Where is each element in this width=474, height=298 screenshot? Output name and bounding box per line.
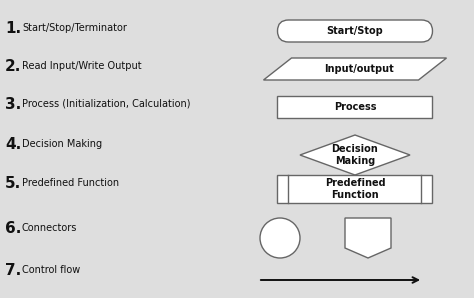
Text: Process (Initialization, Calculation): Process (Initialization, Calculation) [22, 99, 191, 109]
Polygon shape [345, 218, 391, 258]
Text: 1.: 1. [5, 21, 21, 36]
FancyBboxPatch shape [277, 20, 432, 42]
Text: 3.: 3. [5, 97, 21, 112]
Polygon shape [300, 135, 410, 175]
Text: 2.: 2. [5, 59, 21, 74]
Text: 5.: 5. [5, 176, 21, 191]
Text: Connectors: Connectors [22, 223, 77, 233]
Text: Predefined Function: Predefined Function [22, 178, 119, 188]
Text: Read Input/Write Output: Read Input/Write Output [22, 61, 142, 71]
Text: Input/output: Input/output [324, 64, 394, 74]
Polygon shape [264, 58, 447, 80]
Circle shape [260, 218, 300, 258]
Text: 7.: 7. [5, 263, 21, 278]
Bar [277, 96, 432, 118]
Text: Start/Stop: Start/Stop [327, 26, 383, 36]
Text: Control flow: Control flow [22, 265, 80, 275]
Text: Start/Stop/Terminator: Start/Stop/Terminator [22, 23, 127, 33]
Text: Predefined
Function: Predefined Function [325, 178, 385, 200]
Text: Decision
Making: Decision Making [332, 144, 378, 166]
Text: Process: Process [334, 102, 376, 112]
Text: 6.: 6. [5, 221, 21, 236]
Text: Decision Making: Decision Making [22, 139, 102, 149]
Text: 4.: 4. [5, 137, 21, 152]
Bar [277, 175, 432, 203]
